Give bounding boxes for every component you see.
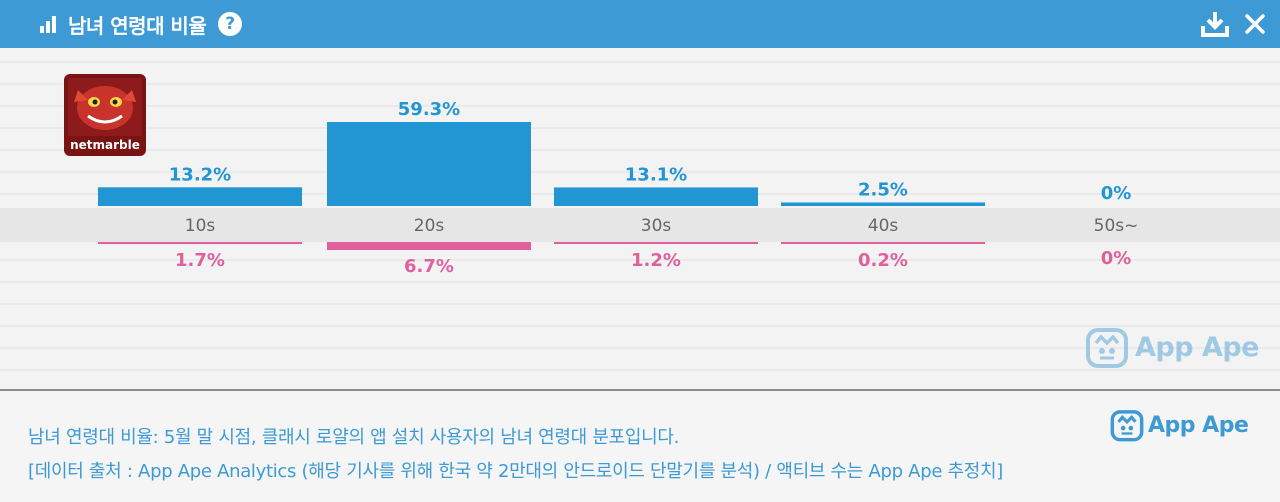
category-band xyxy=(0,208,1280,242)
category-label: 30s xyxy=(641,216,672,236)
bar-lower xyxy=(98,242,302,245)
watermark-text: App Ape xyxy=(1135,331,1260,363)
divider xyxy=(0,389,1280,391)
bar-upper xyxy=(781,202,985,206)
app-ape-watermark: App Ape xyxy=(1085,325,1260,369)
bar-upper xyxy=(327,122,531,206)
data-label-lower: 6.7% xyxy=(404,256,454,277)
title-group: 남녀 연령대 비율 ? xyxy=(38,0,243,48)
bar-upper xyxy=(98,187,302,206)
bar-chart: 10s 13.2% 1.7% 20s 59.3% 6.7% 30s 13.1% 1.2% 40s 2… xyxy=(0,61,1280,371)
download-icon[interactable] xyxy=(1200,10,1230,38)
data-label-upper: 0% xyxy=(1101,183,1132,204)
data-label-lower: 0.2% xyxy=(858,250,908,271)
app-brand-label: netmarble xyxy=(70,138,140,152)
app-ape-logo-icon xyxy=(1086,328,1128,368)
footer-description: 남녀 연령대 비율: 5월 말 시점, 클래시 로얄의 앱 설치 사용자의 남녀… xyxy=(28,427,680,448)
bar-chart-icon xyxy=(40,16,56,33)
data-label-lower: 1.2% xyxy=(631,250,681,271)
help-icon[interactable]: ? xyxy=(218,12,243,36)
app-ape-logo: App Ape xyxy=(1110,407,1249,443)
data-label-upper: 13.2% xyxy=(169,164,231,185)
footer-source: [데이터 출처 : App Ape Analytics (해당 기사를 위해 한… xyxy=(28,461,1004,482)
bar-lower xyxy=(781,242,985,244)
plot-area: 10s 13.2% 1.7% 20s 59.3% 6.7% 30s 13.1% 1.2% 40s 2… xyxy=(0,48,1280,390)
data-label-lower: 1.7% xyxy=(175,250,225,271)
bar-lower xyxy=(554,242,758,244)
category-label: 10s xyxy=(185,216,216,236)
data-label-upper: 2.5% xyxy=(858,179,908,200)
footer: 남녀 연령대 비율: 5월 말 시점, 클래시 로얄의 앱 설치 사용자의 남녀… xyxy=(0,391,1280,502)
bar-upper xyxy=(554,187,758,206)
app-ape-logo-icon xyxy=(1110,410,1144,442)
category-label: 20s xyxy=(414,216,445,236)
category-label: 40s xyxy=(868,216,899,236)
panel-title: 남녀 연령대 비율 xyxy=(68,13,207,38)
category-label: 50s~ xyxy=(1094,216,1139,236)
logo-text: App Ape xyxy=(1148,412,1249,438)
bar-lower xyxy=(327,242,531,250)
app-icon: netmarble xyxy=(64,74,146,156)
dragon-icon xyxy=(68,78,142,136)
data-label-upper: 59.3% xyxy=(398,99,460,120)
data-label-lower: 0% xyxy=(1101,248,1132,269)
panel-header: 남녀 연령대 비율 ? xyxy=(0,0,1280,48)
data-label-upper: 13.1% xyxy=(625,164,687,185)
close-icon[interactable] xyxy=(1244,13,1266,35)
